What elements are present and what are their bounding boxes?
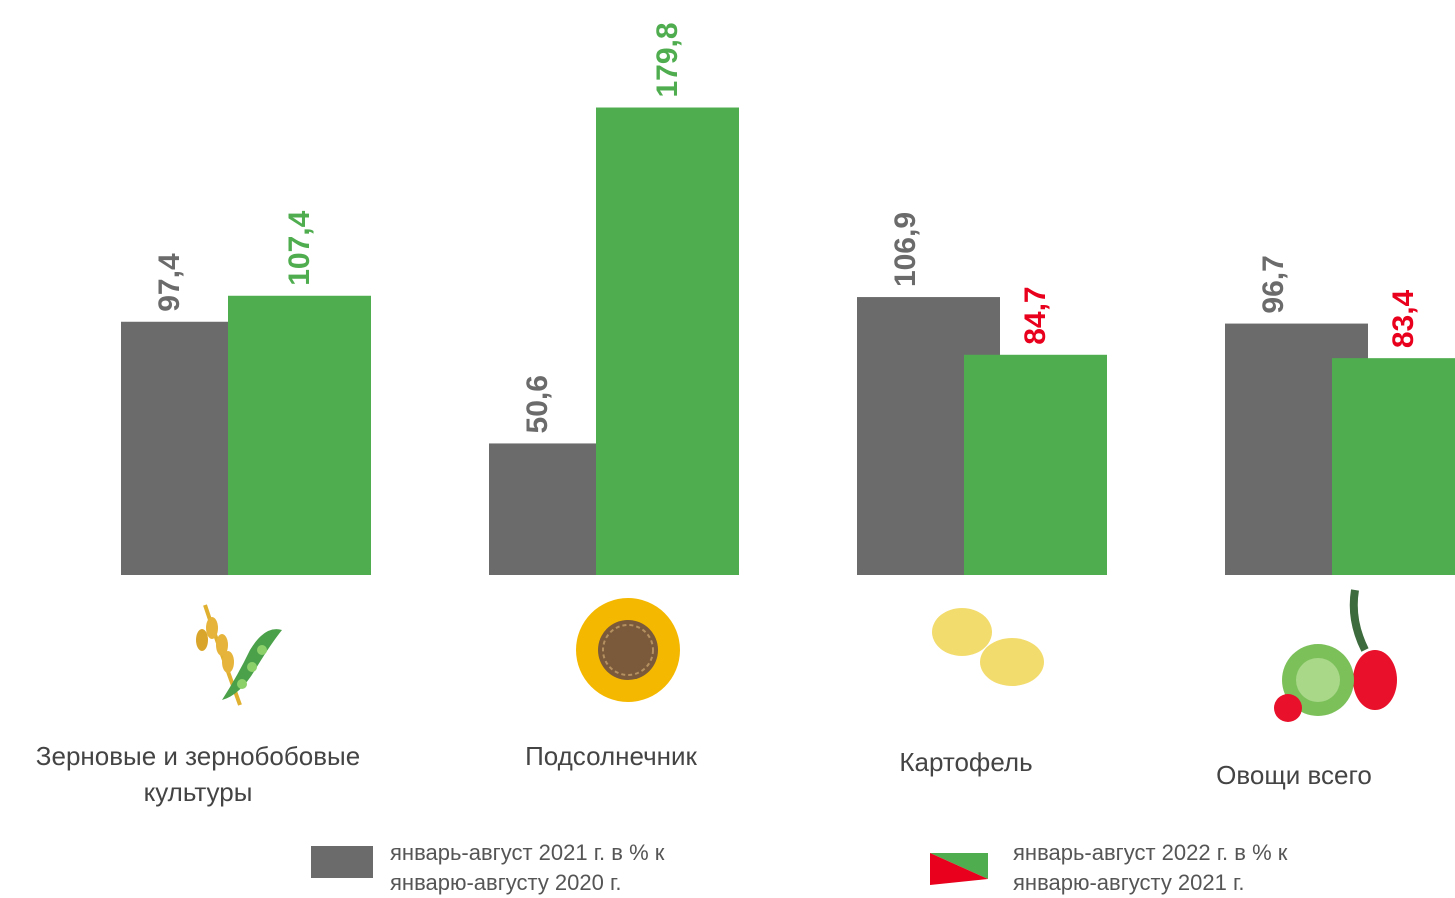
value-label: 84,7 <box>1019 286 1052 344</box>
category-label: Подсолнечник <box>411 738 811 774</box>
value-label: 107,4 <box>283 210 316 285</box>
value-label: 83,4 <box>1387 289 1420 348</box>
value-label: 96,7 <box>1257 255 1290 313</box>
category-label: Овощи всего <box>1094 757 1455 793</box>
potato-icon <box>932 608 1044 686</box>
bar <box>228 296 371 575</box>
value-label: 179,8 <box>651 22 684 97</box>
bar <box>964 355 1107 575</box>
value-label: 106,9 <box>889 212 922 287</box>
grain-icon <box>196 605 282 705</box>
legend-label: январь-август 2022 г. в % к январю-авгус… <box>1013 838 1343 898</box>
value-label: 97,4 <box>153 253 186 312</box>
page: 97,4107,450,6179,8106,984,796,783,4 (() … <box>0 0 1455 895</box>
bar <box>1332 358 1455 575</box>
vegetables-icon <box>1274 590 1397 722</box>
bar <box>596 108 739 575</box>
value-label: 50,6 <box>521 375 554 433</box>
category-label: Зерновые и зернобобовые культуры <box>8 738 388 810</box>
sunflower-icon <box>576 598 680 702</box>
legend-swatch <box>311 846 373 878</box>
legend-label: январь-август 2021 г. в % к январю-авгус… <box>390 838 720 898</box>
